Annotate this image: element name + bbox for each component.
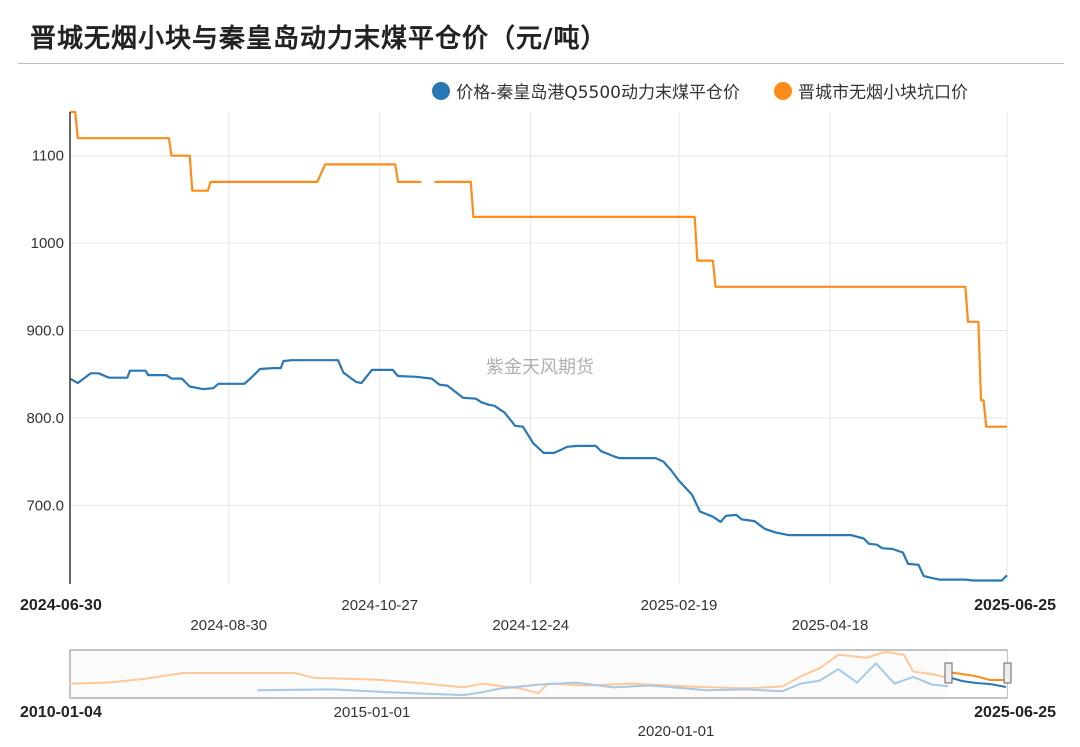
- watermark: 紫金天风期货: [486, 357, 594, 378]
- y-tick-label-0: 1100: [32, 148, 64, 165]
- series-line-jincheng-segment-1: [434, 180, 1007, 428]
- legend-item-orange[interactable]: 晋城市无烟小块坑口价: [774, 78, 968, 103]
- navigator-line-orange: [69, 650, 952, 695]
- navigator-line-blue: [257, 661, 951, 697]
- x-tick-label-0: 2024-06-30: [20, 597, 102, 614]
- navigator-ticks: 2010-01-04 2015-01-01 2020-01-01 2025-06-25: [20, 704, 1056, 740]
- legend-label-blue: 价格-秦皇岛港Q5500动力末煤平仓价: [456, 83, 740, 103]
- series-line-jincheng-segment-0: [70, 110, 422, 192]
- navigator-tick-label-2: 2020-01-01: [638, 723, 715, 740]
- x-tick-label-1: 2024-08-30: [190, 617, 267, 634]
- navigator-handle-left[interactable]: [944, 662, 953, 684]
- y-tick-label-2: 900.0: [26, 323, 64, 340]
- chart-legend: 价格-秦皇岛港Q5500动力末煤平仓价 晋城市无烟小块坑口价: [432, 78, 968, 103]
- x-tick-label-2: 2024-10-27: [341, 597, 418, 614]
- y-tick-label-1: 1000: [31, 235, 64, 252]
- navigator-tick-label-1: 2015-01-01: [334, 704, 411, 721]
- navigator-tick-label-0: 2010-01-04: [20, 704, 102, 721]
- series-line-qinhuangdao: [69, 359, 1008, 582]
- x-tick-label-4: 2025-02-19: [641, 597, 718, 614]
- navigator-handle-right[interactable]: [1003, 662, 1012, 684]
- legend-item-blue[interactable]: 价格-秦皇岛港Q5500动力末煤平仓价: [432, 78, 740, 103]
- y-axis-ticks: 1100 1000 900.0 800.0 700.0: [26, 148, 64, 515]
- legend-marker-orange: [774, 81, 792, 100]
- legend-marker-blue: [432, 81, 451, 100]
- grid-lines: [70, 112, 1008, 584]
- navigator-selected-blue: [947, 676, 1007, 688]
- range-navigator[interactable]: [69, 649, 1012, 699]
- title-divider: [18, 63, 1064, 64]
- chart-title: 晋城无烟小块与秦皇岛动力末煤平仓价（元/吨）: [30, 24, 608, 54]
- x-tick-label-3: 2024-12-24: [492, 617, 569, 634]
- x-axis-ticks: 2024-06-30 2024-08-30 2024-10-27 2024-12-24…: [20, 597, 1056, 634]
- navigator-tick-label-3: 2025-06-25: [974, 704, 1056, 721]
- x-tick-label-6: 2025-06-25: [974, 597, 1056, 614]
- y-tick-label-3: 800.0: [26, 410, 64, 427]
- x-tick-label-5: 2025-04-18: [792, 617, 869, 634]
- y-tick-label-4: 700.0: [26, 497, 64, 514]
- series-lines: [69, 110, 1008, 582]
- legend-label-orange: 晋城市无烟小块坑口价: [798, 83, 968, 103]
- navigator-selected-orange: [947, 671, 1006, 681]
